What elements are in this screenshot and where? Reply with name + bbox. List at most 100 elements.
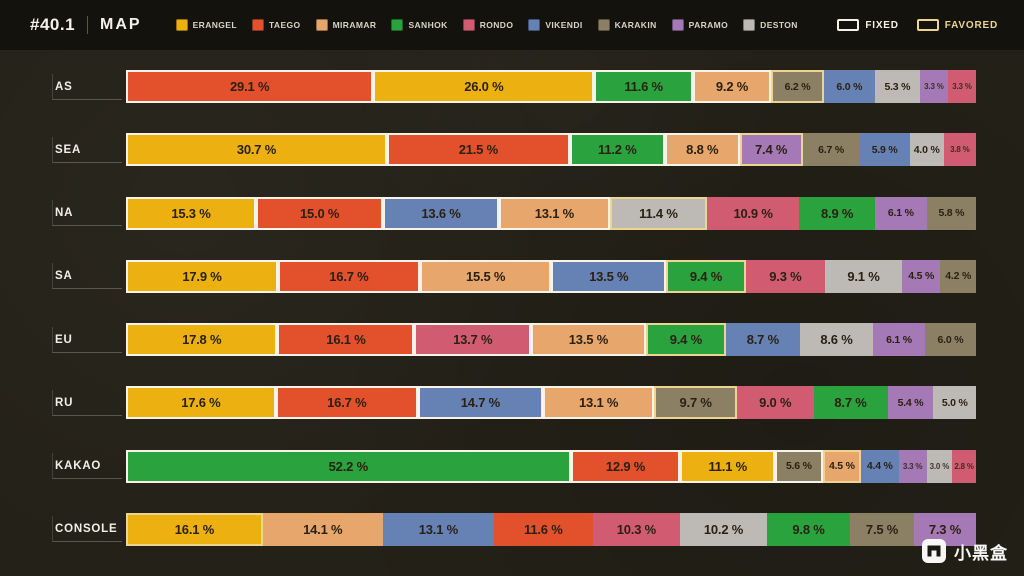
segment-value: 7.4 % <box>755 142 788 158</box>
stacked-bar: 29.1 % 26.0 % 11.6 % 9.2 % 6.2 % 6.0 % 5.3 % 3.… <box>126 70 976 103</box>
legend-item-miramar: MIRAMAR <box>315 19 377 31</box>
segment-value: 4.5 % <box>908 270 935 283</box>
rondo-swatch-icon <box>462 19 475 31</box>
bar-segment-paramo: 3.3 % <box>898 449 927 483</box>
segment-value: 9.8 % <box>792 521 825 537</box>
watermark: 小黑盒 <box>921 538 1008 564</box>
bar-segment-rondo: 2.8 % <box>952 449 977 483</box>
bar-segment-sanhok: 11.2 % <box>569 133 665 167</box>
segment-value: 10.9 % <box>733 205 773 221</box>
legend-label: ERANGEL <box>192 20 237 30</box>
segment-value: 17.6 % <box>181 395 221 411</box>
segment-value: 16.1 % <box>174 521 215 537</box>
bar-segment-rondo: 3.8 % <box>943 133 977 167</box>
region-label: NA <box>52 200 122 227</box>
region-row-as: AS 29.1 % 26.0 % 11.6 % 9.2 % 6.2 % 6.0 % 5.3 %… <box>52 70 976 103</box>
stacked-bar: 52.2 % 12.9 % 11.1 % 5.6 % 4.5 % 4.4 % 3.3 % 3.… <box>126 449 977 483</box>
segment-value: 15.0 % <box>299 205 340 221</box>
taego-swatch-icon <box>251 19 264 31</box>
bar-segment-vikendi: 13.6 % <box>383 196 499 230</box>
watermark-text: 小黑盒 <box>954 543 1008 563</box>
bar-segment-karakin: 6.7 % <box>802 133 860 167</box>
bar-segment-taego: 21.5 % <box>386 133 570 167</box>
page-title: MAP <box>100 16 142 33</box>
segment-value: 9.2 % <box>715 79 749 94</box>
stacked-bar: 17.9 % 16.7 % 15.5 % 13.5 % 9.4 % 9.3 % 9.1 % 4… <box>126 259 977 293</box>
segment-value: 13.6 % <box>421 205 461 221</box>
header-divider <box>87 16 89 34</box>
bar-segment-karakin: 5.8 % <box>926 196 976 230</box>
segment-value: 6.7 % <box>818 143 845 156</box>
bar-segment-deston: 5.0 % <box>933 386 977 420</box>
legend-label: TAEGO <box>268 20 301 30</box>
version-label: #40.1 <box>30 15 76 34</box>
bar-segment-erangel: 16.1 % <box>126 512 263 546</box>
legend-label: PARAMO <box>688 20 729 30</box>
bar-segment-sanhok: 9.8 % <box>766 512 851 546</box>
segment-value: 8.6 % <box>820 332 853 348</box>
bar-segment-karakin: 5.6 % <box>775 449 823 483</box>
bar-segment-rondo: 10.3 % <box>592 512 681 546</box>
stacked-bar: 17.8 % 16.1 % 13.7 % 13.5 % 9.4 % 8.7 % 8.6 % 6… <box>126 323 976 357</box>
bar-segment-sanhok: 8.9 % <box>799 196 875 230</box>
bar-segment-miramar: 8.8 % <box>664 133 740 167</box>
bar-segment-rondo: 9.0 % <box>736 386 814 420</box>
segment-value: 52.2 % <box>328 458 368 474</box>
vikendi-swatch-icon <box>528 19 541 31</box>
region-label: CONSOLE <box>52 516 122 543</box>
segment-value: 16.1 % <box>326 332 366 348</box>
fixed-marker: FIXED <box>837 19 898 31</box>
bar-segment-miramar: 9.2 % <box>692 70 772 103</box>
bar-segment-deston: 8.6 % <box>799 323 874 357</box>
segment-value: 2.8 % <box>954 461 974 471</box>
region-row-kakao: KAKAO 52.2 % 12.9 % 11.1 % 5.6 % 4.5 % 4.4 % 3.… <box>52 449 977 483</box>
bar-segment-taego: 16.7 % <box>278 259 420 293</box>
region-row-sa: SA 17.9 % 16.7 % 15.5 % 13.5 % 9.4 % 9.3 % 9.1 … <box>52 259 977 293</box>
segment-value: 13.1 % <box>579 395 619 411</box>
region-row-console: CONSOLE 16.1 % 14.1 % 13.1 % 11.6 % 10.3 % 10.… <box>52 512 976 546</box>
legend-item-paramo: PARAMO <box>671 19 729 31</box>
segment-value: 11.2 % <box>598 142 637 158</box>
segment-value: 16.7 % <box>327 395 367 411</box>
segment-value: 6.2 % <box>784 80 811 93</box>
segment-value: 4.0 % <box>913 143 940 156</box>
bar-segment-vikendi: 8.7 % <box>725 323 800 357</box>
segment-value: 8.7 % <box>834 395 867 411</box>
segment-value: 3.3 % <box>902 461 923 471</box>
segment-value: 21.5 % <box>458 142 498 158</box>
legend-item-deston: DESTON <box>743 19 798 31</box>
sanhok-swatch-icon <box>391 19 404 31</box>
bar-segment-rondo: 10.9 % <box>706 196 800 230</box>
bar-segment-deston: 11.4 % <box>610 196 707 230</box>
bar-segment-karakin: 4.2 % <box>940 259 977 293</box>
segment-value: 5.3 % <box>884 80 911 93</box>
bar-segment-sanhok: 9.4 % <box>666 259 746 293</box>
segment-value: 13.1 % <box>534 205 575 221</box>
segment-value: 4.2 % <box>945 270 972 283</box>
region-label: KAKAO <box>52 453 122 480</box>
bar-segment-rondo: 9.3 % <box>745 259 825 293</box>
bar-segment-taego: 12.9 % <box>570 449 681 483</box>
segment-value: 13.5 % <box>589 268 629 284</box>
bar-segment-taego: 29.1 % <box>126 70 374 103</box>
segment-value: 9.0 % <box>759 395 792 411</box>
segment-value: 13.1 % <box>418 521 458 537</box>
bar-segment-paramo: 6.1 % <box>874 196 927 230</box>
segment-value: 13.7 % <box>453 332 493 348</box>
segment-value: 5.6 % <box>785 460 812 473</box>
segment-value: 3.8 % <box>950 145 970 155</box>
legend-item-rondo: RONDO <box>462 19 514 31</box>
stacked-bar: 15.3 % 15.0 % 13.6 % 13.1 % 11.4 % 10.9 % 8.9 … <box>126 196 976 230</box>
segment-value: 14.1 % <box>303 521 343 537</box>
segment-value: 10.2 % <box>703 521 744 537</box>
region-label: RU <box>52 389 122 416</box>
segment-value: 9.7 % <box>679 395 712 411</box>
segment-value: 17.8 % <box>182 332 222 348</box>
bar-segment-miramar: 13.1 % <box>542 386 655 420</box>
bar-segment-paramo: 5.4 % <box>887 386 934 420</box>
segment-value: 5.9 % <box>871 143 898 156</box>
segment-value: 15.3 % <box>171 205 211 221</box>
bar-segment-taego: 16.7 % <box>275 386 418 420</box>
segment-value: 11.1 % <box>708 458 748 474</box>
region-row-ru: RU 17.6 % 16.7 % 14.7 % 13.1 % 9.7 % 9.0 % 8.7 … <box>52 386 977 420</box>
